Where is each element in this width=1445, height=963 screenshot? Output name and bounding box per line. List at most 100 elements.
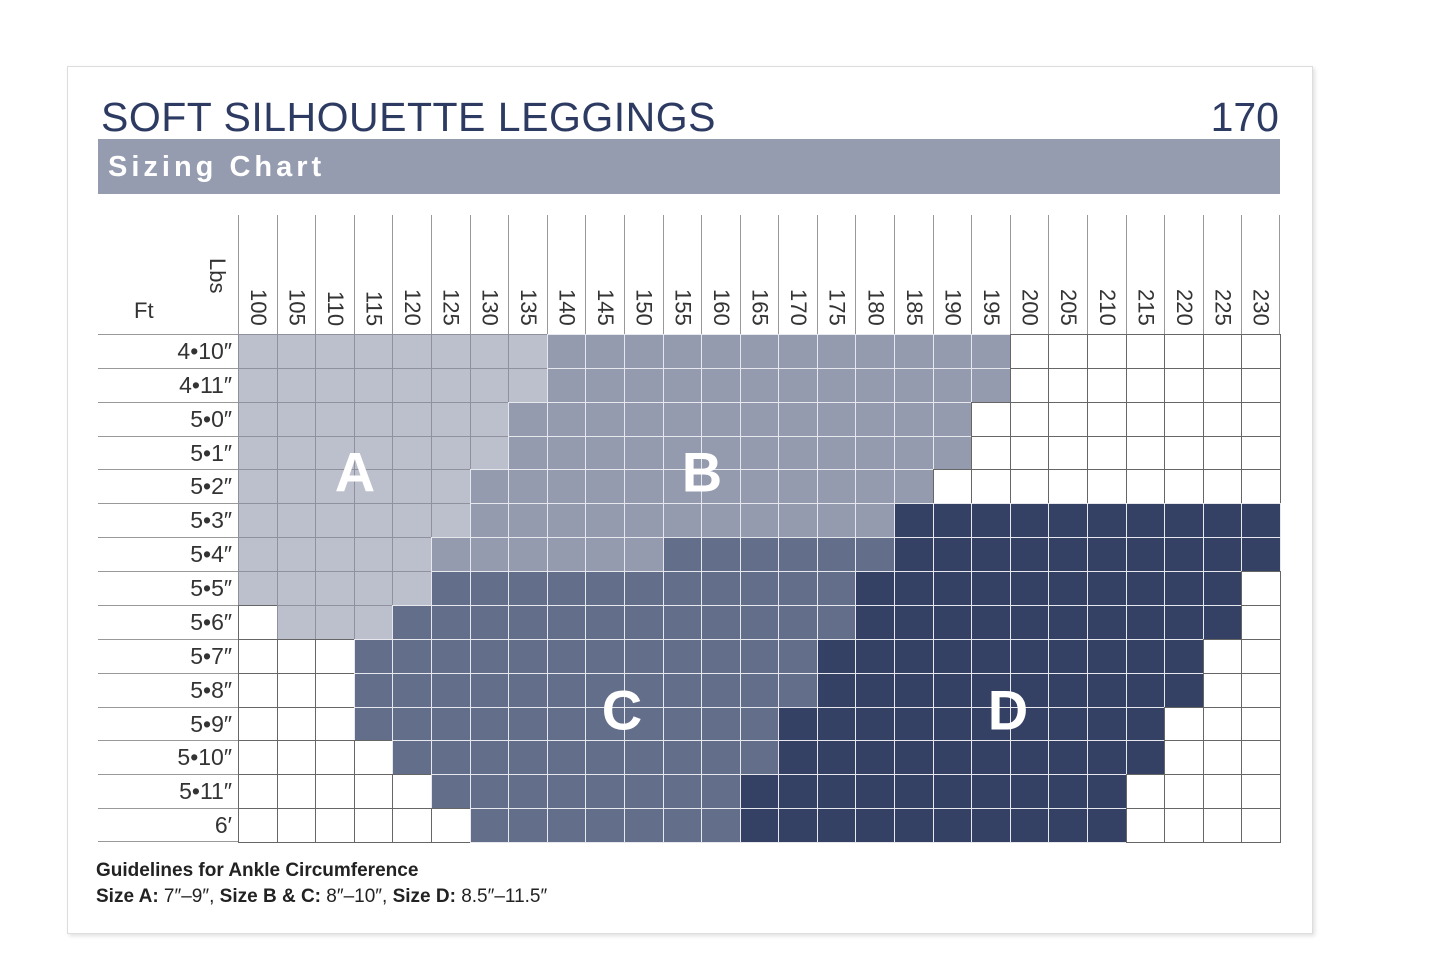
- cell-size-d: [971, 571, 1011, 606]
- cell-empty: [315, 774, 355, 810]
- weight-tick-label: 130: [477, 289, 503, 326]
- cell-size-b: [546, 469, 587, 505]
- cell-size-c: [469, 774, 510, 810]
- cell-empty: [353, 740, 394, 776]
- height-tick-label: 5•1″: [98, 435, 238, 470]
- cell-size-d: [778, 774, 818, 810]
- cell-empty: [1125, 774, 1166, 810]
- cell-size-c: [469, 672, 510, 708]
- page-title: SOFT SILHOUETTE LEGGINGS: [101, 94, 716, 140]
- cell-size-a: [469, 367, 510, 403]
- cell-size-c: [662, 740, 703, 776]
- height-tick-label: 4•11″: [98, 367, 238, 402]
- cell-empty: [315, 808, 355, 843]
- cell-size-c: [469, 808, 510, 843]
- weight-tick-label: 135: [515, 289, 541, 326]
- cell-size-d: [1087, 604, 1127, 640]
- cell-size-b: [546, 537, 587, 573]
- cell-size-d: [1048, 503, 1089, 539]
- height-tick-label: 5•6″: [98, 604, 238, 639]
- column-header: 125: [430, 215, 470, 334]
- cell-empty: [1202, 706, 1243, 742]
- cell-size-b: [894, 401, 934, 437]
- cell-size-c: [430, 638, 471, 674]
- cell-size-d: [778, 706, 818, 742]
- height-tick-label: 5•11″: [98, 774, 238, 808]
- cell-size-d: [1125, 740, 1166, 776]
- cell-size-a: [315, 401, 355, 437]
- cell-size-b: [778, 435, 818, 471]
- height-tick-label: 5•7″: [98, 638, 238, 673]
- cell-size-a: [392, 537, 432, 573]
- cell-size-a: [276, 503, 317, 539]
- cell-size-b: [816, 469, 857, 505]
- cell-size-a: [430, 367, 471, 403]
- cell-empty: [238, 808, 278, 843]
- column-header: 130: [469, 215, 509, 334]
- cell-size-c: [662, 604, 703, 640]
- cell-size-d: [1009, 672, 1050, 708]
- cell-size-a: [315, 571, 355, 606]
- cell-size-d: [932, 537, 973, 573]
- cell-size-b: [855, 469, 896, 505]
- cell-size-d: [1009, 808, 1050, 843]
- cell-empty: [1164, 740, 1204, 776]
- cell-empty: [1241, 401, 1281, 437]
- cell-size-c: [585, 740, 625, 776]
- cell-size-d: [894, 638, 934, 674]
- cell-size-b: [778, 469, 818, 505]
- cell-size-c: [662, 638, 703, 674]
- cell-empty: [1164, 774, 1204, 810]
- weight-tick-label: 120: [400, 289, 426, 326]
- cell-empty: [1087, 435, 1127, 471]
- cell-empty: [1241, 469, 1281, 505]
- cell-size-b: [585, 367, 625, 403]
- cell-size-b: [932, 435, 973, 471]
- cell-size-b: [739, 503, 780, 539]
- cell-size-d: [1048, 604, 1089, 640]
- cell-size-d: [778, 808, 818, 843]
- cell-empty: [1125, 469, 1166, 505]
- cell-size-b: [623, 435, 664, 471]
- cell-size-c: [816, 537, 857, 573]
- cell-size-c: [739, 604, 780, 640]
- column-header: 225: [1202, 215, 1242, 334]
- height-tick-label: 5•10″: [98, 740, 238, 774]
- cell-size-b: [508, 469, 548, 505]
- cell-size-c: [546, 672, 587, 708]
- cell-size-c: [701, 571, 741, 606]
- cell-size-b: [778, 503, 818, 539]
- cell-size-d: [1125, 537, 1166, 573]
- guideline-value: 8″–10″,: [321, 886, 393, 907]
- weight-tick-label: 100: [245, 289, 271, 326]
- cell-size-a: [430, 401, 471, 437]
- cell-size-d: [1125, 706, 1166, 742]
- cell-size-b: [894, 435, 934, 471]
- cell-size-a: [276, 435, 317, 471]
- cell-size-a: [238, 503, 278, 539]
- cell-size-d: [1009, 537, 1050, 573]
- weight-tick-label: 195: [979, 289, 1005, 326]
- cell-size-d: [894, 604, 934, 640]
- cell-size-a: [238, 401, 278, 437]
- cell-empty: [1009, 367, 1050, 403]
- cell-size-d: [816, 672, 857, 708]
- cell-size-c: [546, 638, 587, 674]
- cell-size-a: [238, 334, 278, 369]
- cell-size-c: [430, 774, 471, 810]
- cell-size-a: [353, 537, 394, 573]
- height-tick-label: 5•4″: [98, 537, 238, 571]
- cell-size-d: [1125, 604, 1166, 640]
- cell-size-b: [623, 334, 664, 369]
- cell-size-d: [855, 808, 896, 843]
- cell-size-c: [739, 740, 780, 776]
- cell-size-d: [1087, 672, 1127, 708]
- cell-size-c: [701, 808, 741, 843]
- cell-size-b: [469, 503, 510, 539]
- cell-size-b: [469, 469, 510, 505]
- weight-tick-label: 230: [1248, 289, 1274, 326]
- column-header: 100: [238, 215, 277, 334]
- cell-size-b: [546, 401, 587, 437]
- cell-empty: [238, 672, 278, 708]
- cell-empty: [1125, 808, 1166, 843]
